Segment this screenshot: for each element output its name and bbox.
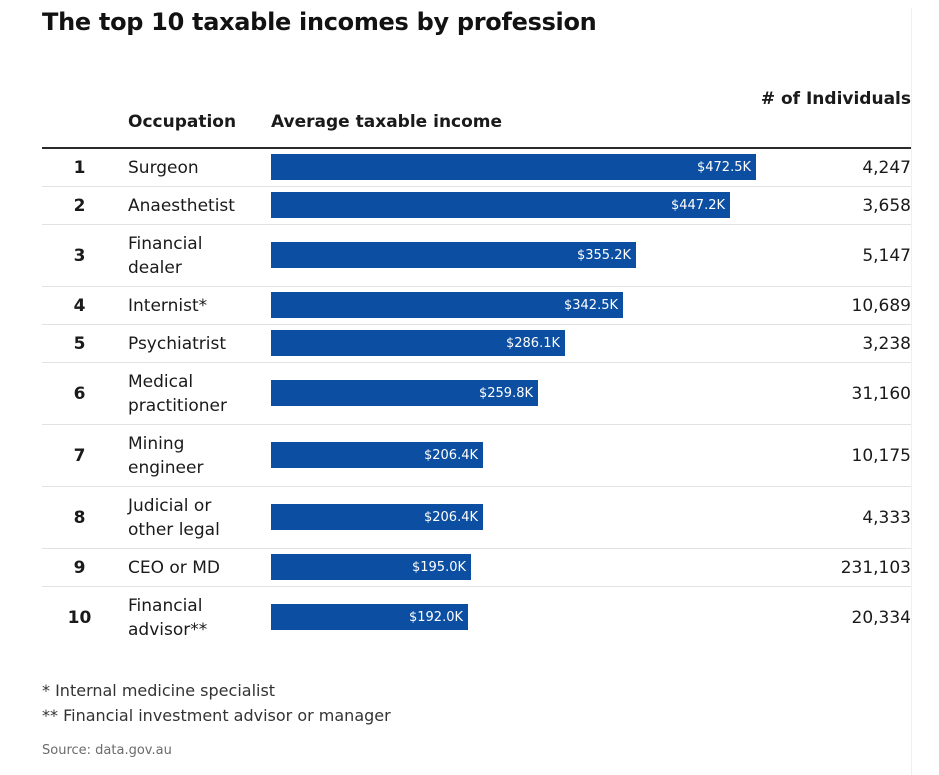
income-bar: $447.2K xyxy=(271,192,730,218)
occupation-label: Medical practitioner xyxy=(128,371,227,416)
rank-label: 10 xyxy=(67,607,92,628)
header-rule xyxy=(42,147,911,149)
individuals-count: 10,175 xyxy=(851,445,911,466)
rank-label: 7 xyxy=(73,445,86,466)
income-value-label: $259.8K xyxy=(478,385,533,401)
income-bar: $259.8K xyxy=(271,380,538,406)
occupation-label: Psychiatrist xyxy=(128,333,227,354)
individuals-count: 4,333 xyxy=(862,507,911,528)
rank-label: 3 xyxy=(73,245,86,266)
income-bar: $206.4K xyxy=(271,504,483,530)
table-row: 6 Medical practitioner $259.8K 31,160 xyxy=(42,363,911,425)
occupation-label: Internist* xyxy=(128,295,208,316)
chart-title: The top 10 taxable incomes by profession xyxy=(42,8,597,36)
income-value-label: $342.5K xyxy=(563,297,618,313)
footnote-internist: * Internal medicine specialist xyxy=(42,681,276,700)
table-row: 1 Surgeon $472.5K 4,247 xyxy=(42,149,911,187)
income-bar: $286.1K xyxy=(271,330,565,356)
occupation-label: Financial dealer xyxy=(128,233,203,278)
table-row: 9 CEO or MD $195.0K 231,103 xyxy=(42,549,911,587)
rank-label: 5 xyxy=(73,333,86,354)
income-value-label: $195.0K xyxy=(411,559,466,575)
header-individuals: # of Individuals xyxy=(760,89,911,109)
individuals-count: 5,147 xyxy=(862,245,911,266)
income-value-label: $447.2K xyxy=(670,197,725,213)
individuals-count: 20,334 xyxy=(851,607,911,628)
income-value-label: $206.4K xyxy=(423,447,478,463)
individuals-count: 4,247 xyxy=(862,157,911,178)
table-row: 7 Mining engineer $206.4K 10,175 xyxy=(42,425,911,487)
occupation-label: Surgeon xyxy=(128,157,199,178)
rank-label: 6 xyxy=(73,383,86,404)
income-bar: $192.0K xyxy=(271,604,468,630)
individuals-count: 3,658 xyxy=(862,195,911,216)
table-row: 8 Judicial or other legal $206.4K 4,333 xyxy=(42,487,911,549)
table-row: 5 Psychiatrist $286.1K 3,238 xyxy=(42,325,911,363)
income-value-label: $472.5K xyxy=(696,159,751,175)
income-bar: $355.2K xyxy=(271,242,636,268)
income-bar: $472.5K xyxy=(271,154,756,180)
occupation-label: Judicial or other legal xyxy=(128,495,220,540)
occupation-label: Mining engineer xyxy=(128,433,204,478)
footnote-advisor: ** Financial investment advisor or manag… xyxy=(42,706,391,725)
table-row: 10 Financial advisor** $192.0K 20,334 xyxy=(42,587,911,648)
table-row: 2 Anaesthetist $447.2K 3,658 xyxy=(42,187,911,225)
income-bar: $206.4K xyxy=(271,442,483,468)
rank-label: 2 xyxy=(73,195,86,216)
income-value-label: $192.0K xyxy=(408,609,463,625)
occupation-label: Financial advisor** xyxy=(128,595,208,640)
rank-label: 1 xyxy=(73,157,86,178)
individuals-count: 231,103 xyxy=(840,557,911,578)
occupation-label: CEO or MD xyxy=(128,557,220,578)
income-value-label: $355.2K xyxy=(576,247,631,263)
table-rows: 1 Surgeon $472.5K 4,247 2 Anaesthetist $447.2K… xyxy=(42,149,911,648)
income-value-label: $206.4K xyxy=(423,509,478,525)
rank-label: 9 xyxy=(73,557,86,578)
right-divider xyxy=(911,8,912,775)
income-bar: $195.0K xyxy=(271,554,471,580)
individuals-count: 10,689 xyxy=(851,295,911,316)
individuals-count: 3,238 xyxy=(862,333,911,354)
rank-label: 8 xyxy=(73,507,86,528)
table-row: 3 Financial dealer $355.2K 5,147 xyxy=(42,225,911,287)
source-note: Source: data.gov.au xyxy=(42,743,172,758)
occupation-label: Anaesthetist xyxy=(128,195,235,216)
individuals-count: 31,160 xyxy=(851,383,911,404)
header-income: Average taxable income xyxy=(271,112,503,132)
header-occupation: Occupation xyxy=(128,112,237,132)
rank-label: 4 xyxy=(73,295,86,316)
income-bar: $342.5K xyxy=(271,292,623,318)
income-value-label: $286.1K xyxy=(505,335,560,351)
table-row: 4 Internist* $342.5K 10,689 xyxy=(42,287,911,325)
